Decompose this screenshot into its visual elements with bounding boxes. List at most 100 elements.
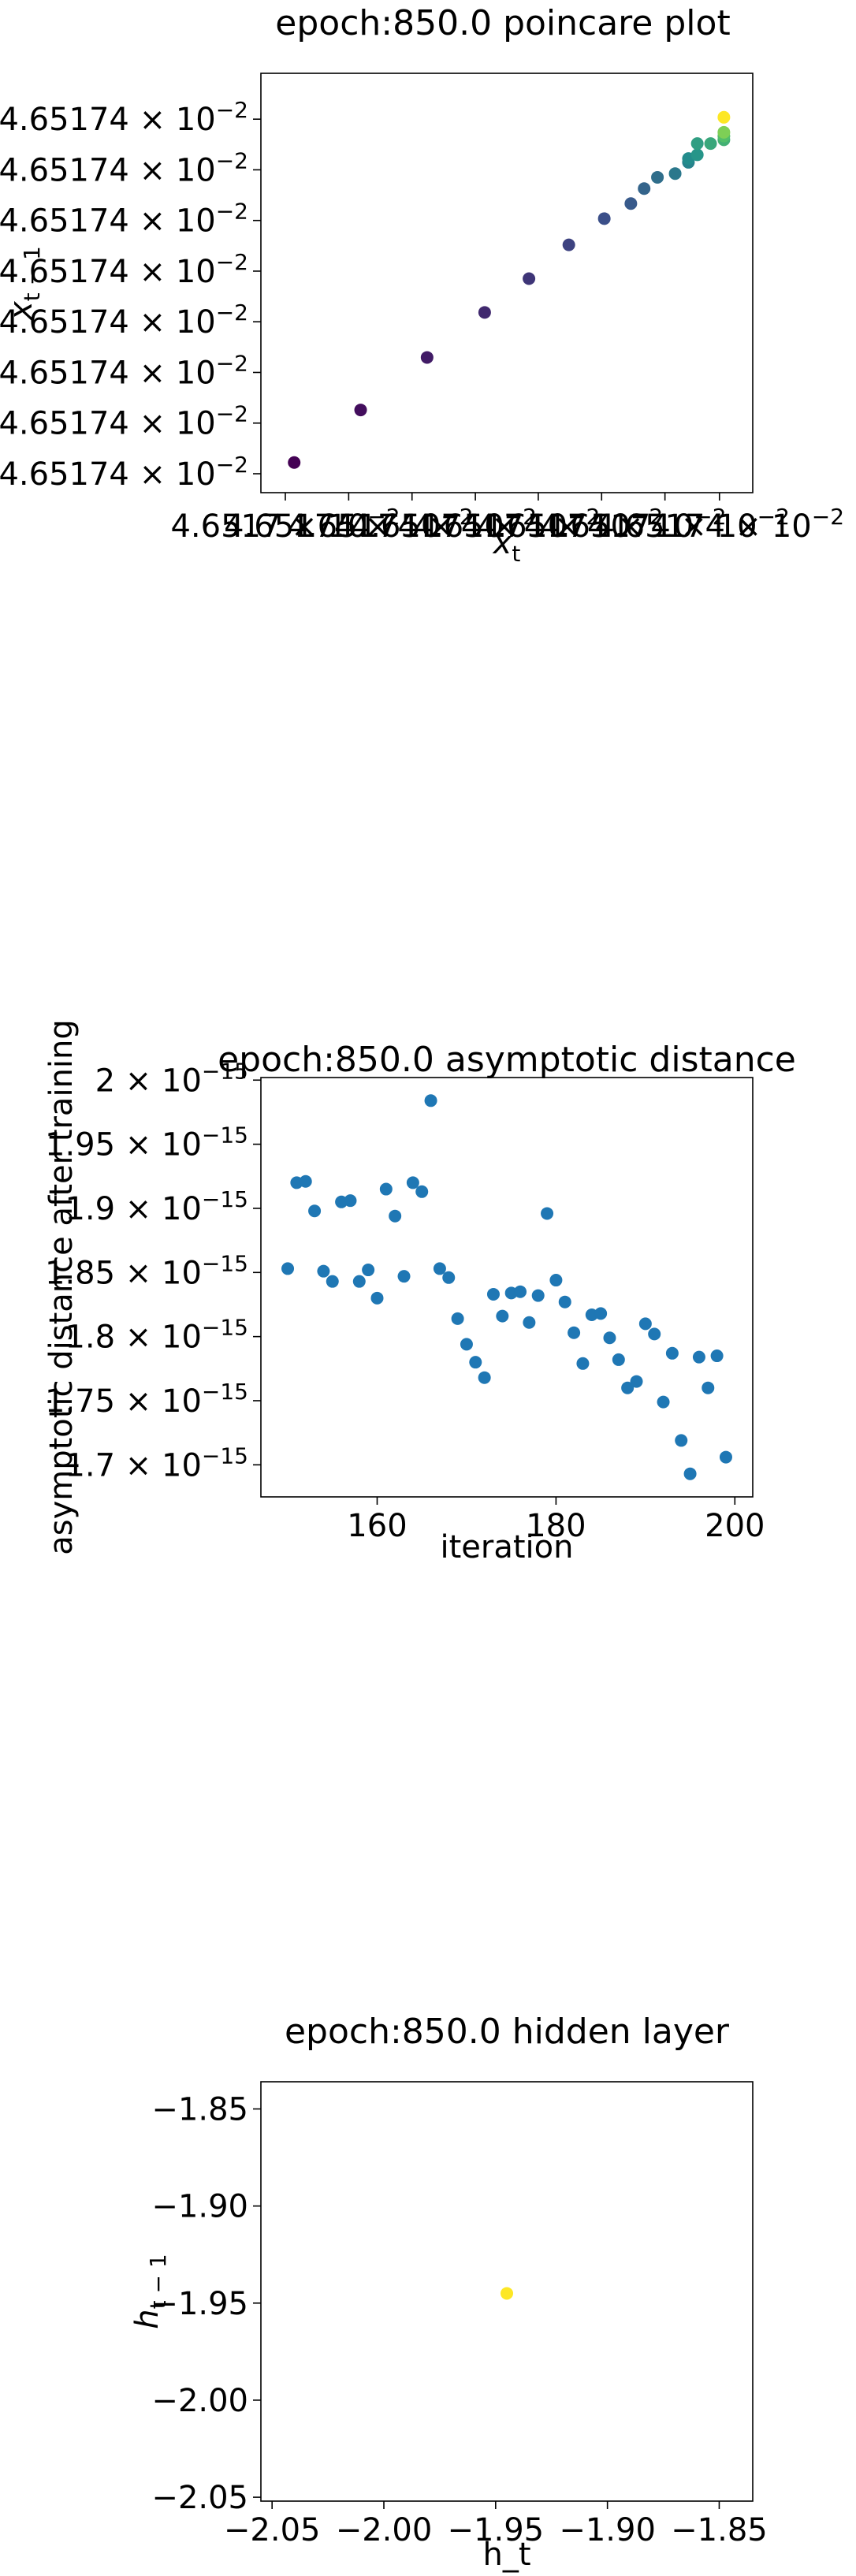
poincare-x-tick-label: 4.65174 × 10−2 [287, 504, 537, 545]
asymptotic-x-tick-label: 200 [705, 1508, 765, 1544]
asymptotic-point [523, 1316, 536, 1329]
poincare-plot-panel: epoch:850.0 poincare plot 4.65174 × 10−2… [0, 3, 844, 567]
asymptotic-y-tick-label: 1.95 × 10−15 [45, 1122, 248, 1163]
asymptotic-ylabel: asymptotic distance after training [43, 1019, 80, 1555]
asymptotic-point [719, 1450, 732, 1464]
asymptotic-point [665, 1346, 679, 1360]
poincare-y-ticks: 4.65174 × 10−2 4.65174 × 10−2 4.65174 × 10… [0, 97, 261, 493]
asymptotic-points [281, 1094, 732, 1480]
asymptotic-point [299, 1174, 312, 1188]
hidden-y-tick-label: −2.05 [151, 2480, 248, 2516]
poincare-x-tick-label: 4.65174 × 10−2 [477, 504, 727, 545]
poincare-point [690, 148, 704, 162]
asymptotic-point [379, 1182, 393, 1196]
poincare-point [354, 404, 367, 417]
asymptotic-xlabel: iteration [441, 1529, 574, 1565]
asymptotic-point [558, 1295, 571, 1308]
hidden-layer-panel: epoch:850.0 hidden layer −2.05 −2.00 −1.95… [129, 2012, 768, 2573]
asymptotic-point [514, 1285, 527, 1298]
asymptotic-point [692, 1350, 705, 1364]
asymptotic-point [451, 1312, 464, 1325]
asymptotic-y-tick-label: 1.8 × 10−15 [65, 1315, 248, 1356]
asymptotic-point [594, 1307, 608, 1320]
asymptotic-point [478, 1371, 491, 1384]
asymptotic-axes-frame [260, 1077, 754, 1498]
poincare-point [690, 137, 704, 151]
asymptotic-point [702, 1381, 715, 1394]
asymptotic-point [648, 1327, 661, 1341]
hidden-axes-frame [260, 2081, 754, 2502]
hidden-x-tick-label: −2.05 [224, 2512, 321, 2548]
poincare-point [288, 456, 301, 469]
asymptotic-point [397, 1270, 411, 1283]
hidden-x-tick-label: −1.85 [671, 2512, 768, 2548]
asymptotic-point [469, 1356, 482, 1369]
asymptotic-point [460, 1338, 473, 1351]
asymptotic-point [326, 1275, 339, 1288]
asymptotic-x-ticks: 160 180 200 [347, 1497, 765, 1544]
asymptotic-x-tick-label: 180 [526, 1508, 586, 1544]
hidden-y-ticks: −2.05 −2.00 −1.95 −1.90 −1.85 [151, 2091, 261, 2516]
poincare-point [420, 351, 434, 364]
poincare-x-tick-label: 4.6517 × 10−2 [170, 504, 400, 545]
asymptotic-point [281, 1262, 295, 1275]
asymptotic-point [415, 1185, 429, 1198]
poincare-point [638, 182, 651, 195]
poincare-point [717, 125, 731, 139]
poincare-points [288, 110, 731, 469]
hidden-ylabel: ht − 1 [129, 2254, 171, 2328]
asymptotic-point [683, 1467, 697, 1480]
asymptotic-y-tick-label: 1.85 × 10−15 [45, 1250, 248, 1291]
hidden-x-ticks: −2.05 −2.00 −1.95 −1.90 −1.85 [224, 2501, 768, 2548]
hidden-x-tick-label: −2.00 [336, 2512, 433, 2548]
asymptotic-point [630, 1375, 643, 1388]
poincare-point [704, 137, 717, 151]
asymptotic-point [317, 1264, 330, 1278]
asymptotic-point [710, 1349, 724, 1363]
poincare-ylabel: xt − 1 [3, 246, 45, 322]
poincare-point [523, 272, 536, 285]
poincare-x-ticks: 4.6517 × 10−24.65174 × 10−24.65174 × 10−… [170, 493, 844, 545]
asymptotic-point [675, 1434, 688, 1447]
asymptotic-point [344, 1194, 357, 1208]
asymptotic-point [549, 1274, 563, 1287]
asymptotic-point [603, 1331, 616, 1345]
asymptotic-point [531, 1289, 545, 1302]
poincare-point [624, 197, 638, 210]
hidden-title: epoch:850.0 hidden layer [285, 2012, 730, 2052]
asymptotic-point [638, 1317, 652, 1331]
poincare-y-tick-label: 4.65174 × 10−2 [0, 199, 248, 240]
asymptotic-point [424, 1094, 437, 1107]
asymptotic-point [433, 1262, 446, 1275]
poincare-point [478, 306, 491, 319]
asymptotic-point [352, 1275, 366, 1288]
hidden-y-tick-label: −1.85 [151, 2091, 248, 2127]
poincare-x-tick-label: 4.65174 × 10−2 [351, 504, 601, 545]
asymptotic-point [576, 1357, 590, 1370]
poincare-y-tick-label: 4.65174 × 10−2 [0, 300, 248, 341]
hidden-points [501, 2287, 513, 2300]
asymptotic-y-tick-label: 1.9 × 10−15 [65, 1186, 248, 1227]
asymptotic-point [621, 1381, 635, 1394]
asymptotic-point [370, 1291, 384, 1305]
asymptotic-point [541, 1207, 554, 1220]
poincare-point [668, 167, 682, 181]
poincare-point [562, 238, 575, 251]
asymptotic-point [486, 1287, 500, 1301]
asymptotic-point [442, 1271, 456, 1284]
asymptotic-point [389, 1209, 402, 1223]
poincare-point [717, 110, 731, 124]
poincare-x-tick-label: 4.65174 × 10−2 [540, 504, 790, 545]
hidden-x-tick-label: −1.95 [448, 2512, 545, 2548]
asymptotic-y-tick-label: 1.75 × 10−15 [45, 1379, 248, 1420]
hidden-y-tick-label: −2.00 [151, 2383, 248, 2419]
poincare-x-tick-label: 4.65174 × 10−2 [594, 504, 844, 545]
asymptotic-point [362, 1264, 375, 1277]
asymptotic-y-tick-label: 2 × 10−15 [95, 1058, 248, 1099]
poincare-point [651, 170, 664, 184]
asymptotic-y-tick-label: 1.7 × 10−15 [65, 1442, 248, 1483]
poincare-x-tick-label: 4.65174 × 10−2 [414, 504, 664, 545]
asymptotic-point [657, 1395, 670, 1409]
poincare-y-tick-label: 4.65174 × 10−2 [0, 350, 248, 391]
hidden-y-tick-label: −1.95 [151, 2286, 248, 2322]
